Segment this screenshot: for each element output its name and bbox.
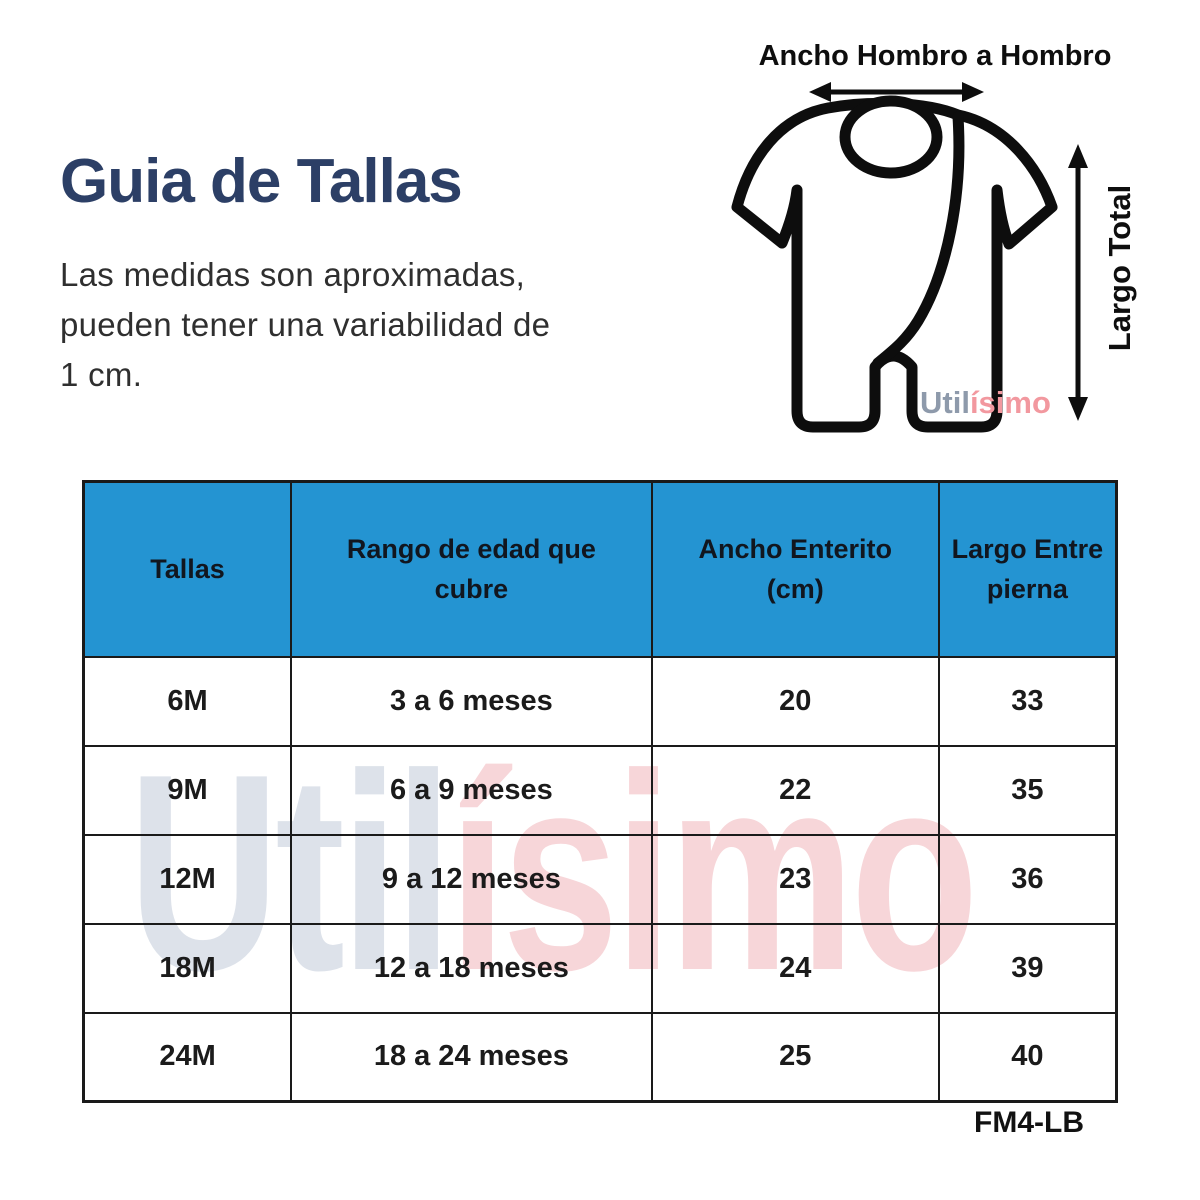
cell-age-range: 18 a 24 meses [290, 1011, 653, 1103]
cell-age-range: 12 a 18 meses [290, 922, 653, 1014]
neckline [839, 95, 943, 179]
cell-width: 22 [650, 744, 940, 836]
cell-inseam: 40 [937, 1011, 1118, 1103]
cell-width: 20 [650, 655, 940, 747]
cell-size: 6M [82, 655, 293, 747]
cell-size: 12M [82, 833, 293, 925]
size-table: Tallas Rango de edad que cubre Ancho Ent… [82, 480, 1118, 1103]
width-arrow-icon [809, 82, 984, 102]
cell-size: 24M [82, 1011, 293, 1103]
page-title: Guia de Tallas [60, 147, 463, 216]
cell-inseam: 33 [937, 655, 1118, 747]
table-row: 24M 18 a 24 meses 25 40 [82, 1011, 1118, 1103]
page-subtitle: Las medidas son aproximadas, pueden tene… [60, 256, 551, 394]
baby-onesie-diagram: Largo Total [731, 82, 1137, 433]
cell-size: 18M [82, 922, 293, 1014]
table-row: 12M 9 a 12 meses 23 36 [82, 833, 1118, 925]
brand-watermark-gray-part: Util [920, 385, 970, 420]
product-code: FM4-LB [974, 1106, 1084, 1139]
header-tallas: Tallas [82, 480, 293, 658]
total-length-label: Largo Total [1102, 185, 1137, 351]
height-arrow-icon [1068, 144, 1088, 421]
cell-inseam: 35 [937, 744, 1118, 836]
cell-inseam: 36 [937, 833, 1118, 925]
table-row: 6M 3 a 6 meses 20 33 [82, 655, 1118, 747]
shoulder-width-label: Ancho Hombro a Hombro [758, 40, 1112, 72]
cell-width: 25 [650, 1011, 940, 1103]
cell-width: 24 [650, 922, 940, 1014]
table-row: 18M 12 a 18 meses 24 39 [82, 922, 1118, 1014]
wrap-seam-line [872, 111, 965, 369]
header-rango-edad: Rango de edad que cubre [290, 480, 653, 658]
baby-onesie-outline [731, 95, 1058, 433]
table-header-row: Tallas Rango de edad que cubre Ancho Ent… [82, 480, 1118, 658]
cell-width: 23 [650, 833, 940, 925]
header-ancho-enterito: Ancho Enterito (cm) [650, 480, 940, 658]
table-row: 9M 6 a 9 meses 22 35 [82, 744, 1118, 836]
cell-inseam: 39 [937, 922, 1118, 1014]
brand-watermark-pink-part: ísimo [969, 385, 1051, 420]
cell-age-range: 9 a 12 meses [290, 833, 653, 925]
brand-watermark-small: Utilísimo [920, 385, 1051, 421]
cell-age-range: 3 a 6 meses [290, 655, 653, 747]
cell-age-range: 6 a 9 meses [290, 744, 653, 836]
cell-size: 9M [82, 744, 293, 836]
header-largo-entrepierna: Largo Entre pierna [937, 480, 1118, 658]
